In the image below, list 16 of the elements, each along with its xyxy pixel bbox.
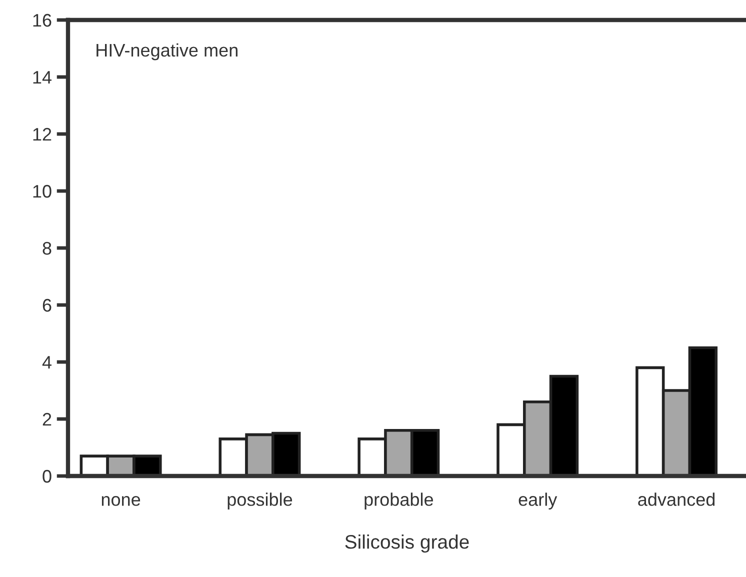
x-tick-label: advanced [638,492,715,506]
y-tick-label: 6 [42,298,52,312]
y-tick-label: 10 [33,184,52,198]
x-tick-label: probable [364,492,433,510]
y-tick-label: 4 [42,356,52,369]
annotation: HIV-negative men [96,43,238,60]
y-tick-label: 12 [33,128,52,141]
x-tick-label: possible [228,492,292,510]
x-tick-label: early [518,492,558,510]
y-tick-label: 14 [33,71,52,84]
x-tick-label: none [102,496,140,506]
y-tick-label: 0 [42,470,52,483]
x-axis-title: Silicosis grade [345,534,469,553]
y-tick-label: 16 [33,14,52,27]
y-tick-label: 2 [42,412,52,426]
y-tick-label: 8 [42,242,52,255]
